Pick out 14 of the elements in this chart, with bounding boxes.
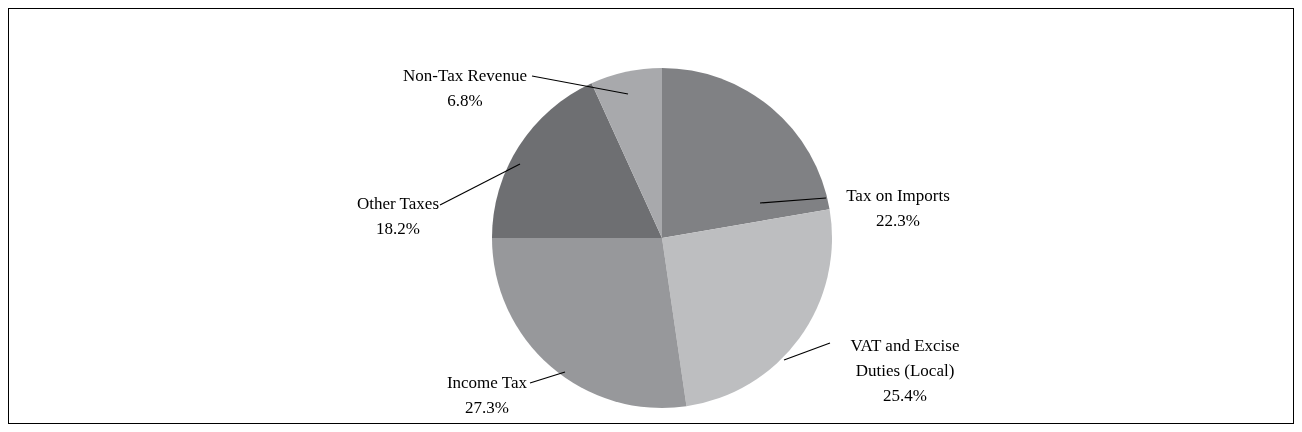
data-label: 25.4%	[883, 386, 927, 405]
pie-slice	[591, 68, 662, 238]
data-label: 22.3%	[876, 211, 920, 230]
data-label: 27.3%	[465, 398, 509, 417]
pie-slice	[492, 83, 662, 238]
pie-slice	[662, 209, 832, 407]
pie-slice	[662, 68, 830, 238]
slice-label: VAT and Excise Duties (Local)	[850, 336, 960, 380]
slice-label: Tax on Imports	[846, 186, 950, 205]
slice-label: Other Taxes	[356, 194, 440, 213]
slice-label: Income Tax	[446, 373, 528, 392]
data-label: 6.8%	[447, 91, 483, 110]
slice-label: Non-Tax Revenue	[403, 66, 527, 85]
data-label: 18.2%	[376, 219, 420, 238]
